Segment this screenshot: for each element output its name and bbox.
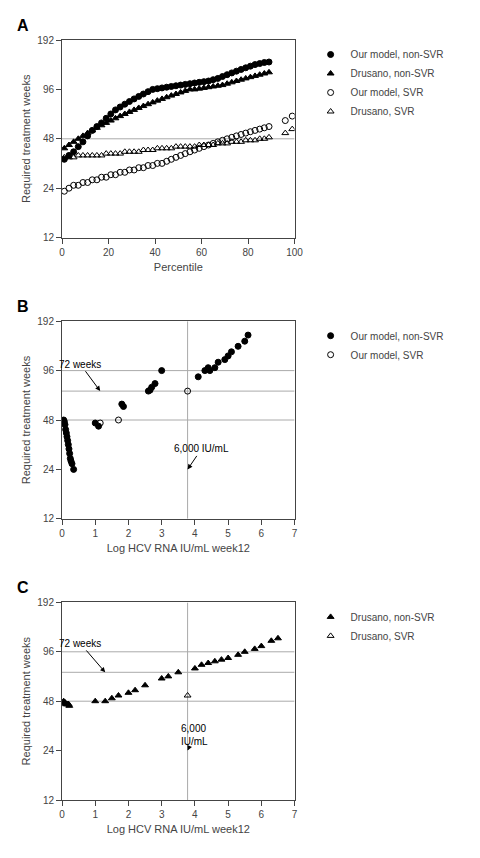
svg-text:48: 48 [43, 696, 55, 707]
svg-text:24: 24 [43, 745, 55, 756]
svg-text:48: 48 [43, 133, 55, 144]
svg-text:Percentile: Percentile [154, 261, 203, 273]
svg-text:48: 48 [43, 415, 55, 426]
svg-text:Drusano, non-SVR: Drusano, non-SVR [351, 612, 435, 623]
svg-text:Required treatment weeks: Required treatment weeks [20, 637, 32, 766]
svg-text:1: 1 [92, 809, 98, 820]
svg-text:0: 0 [59, 528, 65, 539]
svg-text:0: 0 [59, 247, 65, 258]
svg-text:7: 7 [292, 809, 298, 820]
svg-text:5: 5 [225, 809, 231, 820]
svg-text:1: 1 [92, 528, 98, 539]
svg-text:40: 40 [149, 247, 161, 258]
svg-text:C: C [17, 579, 29, 596]
svg-text:192: 192 [37, 35, 54, 46]
svg-text:96: 96 [43, 84, 55, 95]
svg-text:Our model, non-SVR: Our model, non-SVR [351, 331, 444, 342]
svg-text:24: 24 [43, 464, 55, 475]
svg-text:6: 6 [259, 528, 265, 539]
svg-text:96: 96 [43, 646, 55, 657]
svg-text:96: 96 [43, 365, 55, 376]
svg-text:Log HCV RNA IU/mL week12: Log HCV RNA IU/mL week12 [107, 542, 250, 554]
svg-text:12: 12 [43, 232, 55, 243]
svg-text:Required treatment weeks: Required treatment weeks [20, 355, 32, 484]
svg-text:192: 192 [37, 597, 54, 608]
svg-text:24: 24 [43, 183, 55, 194]
svg-text:Drusano, SVR: Drusano, SVR [351, 631, 415, 642]
svg-text:Log HCV RNA IU/mL week12: Log HCV RNA IU/mL week12 [107, 823, 250, 835]
svg-text:A: A [17, 17, 29, 34]
svg-text:72 weeks: 72 weeks [59, 638, 101, 649]
svg-text:6: 6 [259, 809, 265, 820]
svg-text:Drusano, non-SVR: Drusano, non-SVR [351, 68, 435, 79]
svg-text:5: 5 [225, 528, 231, 539]
svg-text:6,000IU/mL: 6,000IU/mL [181, 723, 208, 747]
svg-text:4: 4 [192, 809, 198, 820]
svg-text:Our model, SVR: Our model, SVR [351, 87, 424, 98]
svg-text:Drusano, SVR: Drusano, SVR [351, 106, 415, 117]
svg-text:0: 0 [59, 809, 65, 820]
svg-text:20: 20 [103, 247, 115, 258]
svg-text:2: 2 [126, 809, 132, 820]
svg-text:4: 4 [192, 528, 198, 539]
svg-text:12: 12 [43, 795, 55, 806]
svg-text:Required treatment weeks: Required treatment weeks [20, 74, 32, 203]
svg-text:2: 2 [126, 528, 132, 539]
svg-text:Our model, non-SVR: Our model, non-SVR [351, 49, 444, 60]
svg-text:6,000 IU/mL: 6,000 IU/mL [174, 443, 229, 454]
svg-text:3: 3 [159, 809, 165, 820]
svg-text:Our model, SVR: Our model, SVR [351, 350, 424, 361]
svg-text:100: 100 [286, 247, 303, 258]
svg-text:B: B [17, 298, 29, 315]
svg-text:3: 3 [159, 528, 165, 539]
svg-text:7: 7 [292, 528, 298, 539]
svg-text:60: 60 [196, 247, 208, 258]
svg-text:72 weeks: 72 weeks [59, 359, 101, 370]
svg-text:192: 192 [37, 316, 54, 327]
svg-text:80: 80 [242, 247, 254, 258]
svg-text:12: 12 [43, 513, 55, 524]
